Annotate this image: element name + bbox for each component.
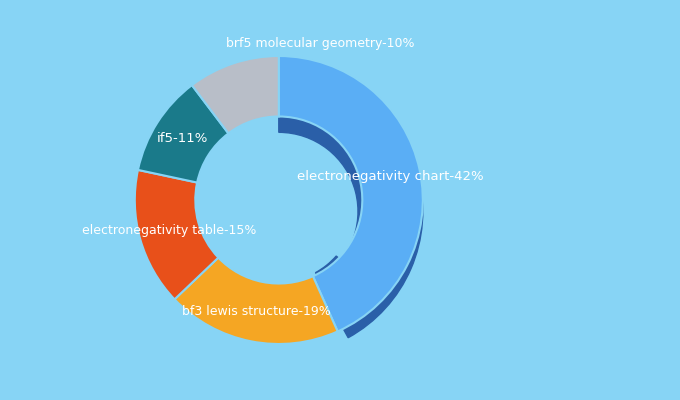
Text: bf3 lewis structure-19%: bf3 lewis structure-19% bbox=[182, 305, 331, 318]
Wedge shape bbox=[316, 256, 387, 332]
Text: brf5 molecular geometry-10%: brf5 molecular geometry-10% bbox=[226, 36, 415, 50]
Wedge shape bbox=[138, 85, 228, 182]
Wedge shape bbox=[192, 56, 279, 133]
Wedge shape bbox=[279, 68, 423, 338]
Wedge shape bbox=[135, 170, 218, 299]
Text: electronegativity table-15%: electronegativity table-15% bbox=[82, 224, 256, 238]
Text: electronegativity chart-42%: electronegativity chart-42% bbox=[296, 170, 483, 183]
Text: if5-11%: if5-11% bbox=[157, 132, 209, 146]
Wedge shape bbox=[279, 56, 423, 332]
Wedge shape bbox=[175, 258, 338, 344]
